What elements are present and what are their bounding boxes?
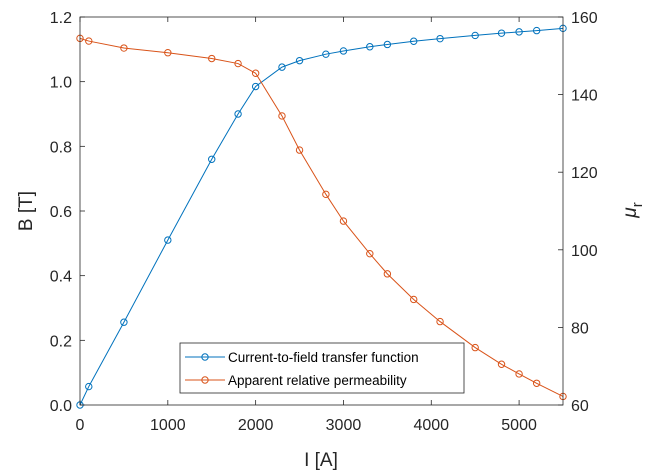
x-tick-label: 2000 — [238, 417, 274, 434]
y-right-tick-label: 100 — [571, 243, 598, 260]
x-tick-label: 0 — [76, 417, 85, 434]
series-1-point — [234, 110, 242, 118]
series-2-point — [208, 54, 216, 63]
series-2-point — [471, 343, 479, 352]
y-right-tick-label: 120 — [571, 165, 598, 182]
series-line-2 — [79, 37, 564, 397]
series-2-point — [120, 44, 128, 52]
legend-label-2: Apparent relative permeability — [228, 373, 407, 388]
y-right-axis-symbol: μ — [620, 207, 641, 219]
series-1-point — [532, 26, 541, 35]
y-left-tick-label: 0.6 — [50, 204, 72, 221]
series-1-point — [436, 34, 444, 43]
y-left-axis-label: B [T] — [16, 191, 37, 231]
series-line-1 — [79, 27, 564, 406]
series-2-point — [339, 217, 348, 225]
series-2-point — [532, 379, 541, 387]
series-layer — [76, 24, 567, 409]
series-1-point — [251, 82, 260, 91]
y-right-tick-label: 80 — [571, 320, 589, 337]
series-2-point — [515, 370, 523, 378]
series-1-point — [295, 56, 304, 65]
series-1-point — [366, 43, 374, 51]
series-1-point — [322, 50, 330, 58]
y-left-tick-label: 1.0 — [50, 75, 72, 92]
series-1-point — [278, 63, 286, 71]
series-2-point — [278, 112, 286, 120]
y-left-tick-label: 1.2 — [50, 10, 72, 27]
y-left-tick-label: 0.8 — [50, 139, 72, 156]
x-axis-label: I [A] — [304, 450, 338, 471]
series-2-point — [164, 49, 172, 57]
series-2-point — [322, 190, 330, 199]
legend-box — [179, 342, 465, 394]
ticks-layer: 0 1000 2000 3000 4000 5000 0.0 0.2 0.4 0.6 0.8 1.0 1… — [50, 10, 598, 434]
series-1-point — [515, 28, 523, 36]
x-tick-label: 1000 — [150, 417, 186, 434]
y-right-axis-label: μr — [620, 202, 646, 218]
series-1-point — [339, 47, 348, 55]
legend: Current-to-field transfer function Appar… — [179, 342, 465, 394]
y-left-tick-label: 0.2 — [50, 333, 72, 350]
x-tick-label: 5000 — [501, 417, 537, 434]
series-2-point — [383, 270, 392, 278]
legend-label-1: Current-to-field transfer function — [228, 350, 419, 365]
y-left-tick-label: 0.0 — [50, 398, 72, 415]
series-2-point — [410, 295, 418, 304]
x-tick-label: 4000 — [413, 417, 449, 434]
series-2-point — [234, 59, 242, 68]
series-2-point — [251, 69, 260, 77]
legend-swatch-marker-1 — [201, 353, 209, 361]
y-right-tick-label: 140 — [571, 88, 598, 105]
series-2-point — [295, 146, 304, 154]
legend-swatch-marker-2 — [201, 376, 209, 384]
series-2-point — [366, 249, 374, 258]
series-1-point — [471, 31, 479, 40]
series-1-point — [410, 37, 418, 45]
x-tick-label: 3000 — [326, 417, 362, 434]
series-1-point — [120, 318, 128, 326]
series-1-point — [85, 382, 93, 391]
series-2-point — [497, 360, 506, 368]
series-1-point — [208, 155, 216, 163]
series-1-point — [497, 29, 506, 37]
series-2-point — [436, 317, 444, 326]
y-left-tick-label: 0.4 — [50, 269, 72, 286]
series-1-point — [383, 40, 392, 49]
y-right-tick-label: 60 — [571, 398, 589, 415]
plot-area — [80, 17, 563, 405]
series-1-point — [164, 236, 172, 244]
y-right-tick-label: 160 — [571, 10, 598, 27]
y-right-axis-subscript: r — [629, 202, 646, 207]
series-2-point — [85, 37, 93, 45]
